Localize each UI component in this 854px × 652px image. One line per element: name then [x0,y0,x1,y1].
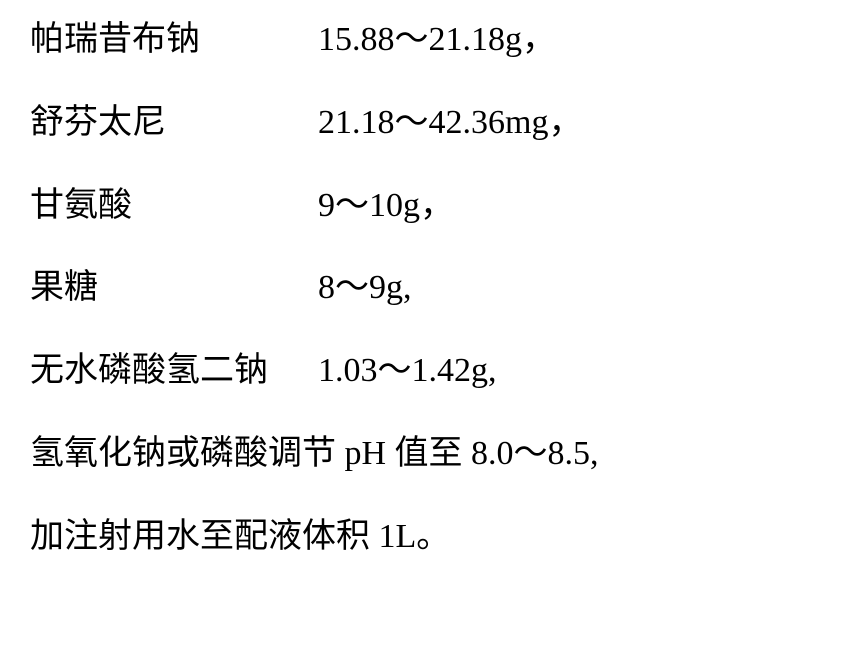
ingredient-row: 帕瑞昔布钠 15.88～21.18g， [30,20,824,61]
volume-line: 加注射用水至配液体积 1L。 [30,517,824,558]
ingredient-label: 无水磷酸氢二钠 [30,351,318,392]
ingredient-row: 甘氨酸 9～10g， [30,186,824,227]
ingredient-value: 15.88～21.18g， [318,20,824,61]
ingredient-row: 无水磷酸氢二钠 1.03～1.42g, [30,351,824,392]
ingredient-label: 舒芬太尼 [30,103,318,144]
ingredient-value: 8～9g, [318,268,824,309]
ingredient-label: 帕瑞昔布钠 [30,20,318,61]
ingredient-value: 9～10g， [318,186,824,227]
ingredient-value: 1.03～1.42g, [318,351,824,392]
ingredient-row: 果糖 8～9g, [30,268,824,309]
ingredient-label: 甘氨酸 [30,186,318,227]
ingredient-value: 21.18～42.36mg， [318,103,824,144]
ingredient-label: 果糖 [30,268,318,309]
ingredient-list: 帕瑞昔布钠 15.88～21.18g， 舒芬太尼 21.18～42.36mg， … [0,0,854,620]
ingredient-row: 舒芬太尼 21.18～42.36mg， [30,103,824,144]
ph-adjust-line: 氢氧化钠或磷酸调节 pH 值至 8.0～8.5, [30,434,824,475]
